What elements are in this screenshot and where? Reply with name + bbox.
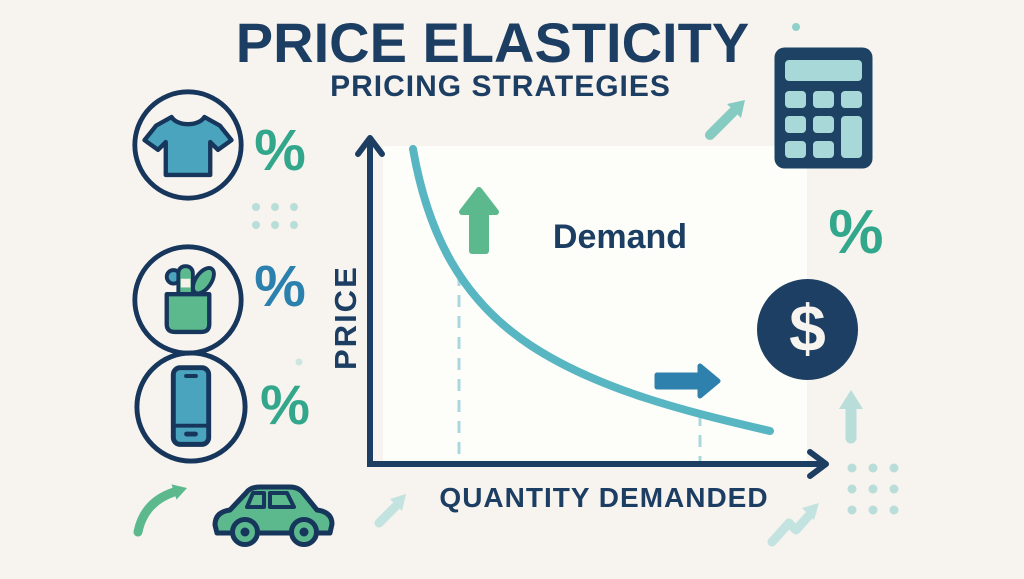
plot-area: [383, 146, 807, 464]
dollar-coin-icon: $: [757, 279, 858, 380]
dollar-sign: $: [789, 290, 826, 365]
right-arrow-icon: [654, 363, 721, 399]
demand-curve-label: Demand: [552, 218, 688, 256]
calculator-icon: [772, 45, 875, 171]
grocery-bag-icon: [132, 244, 244, 356]
tshirt-circle: [130, 87, 246, 203]
page-title: PRICE ELASTICITY: [235, 11, 750, 74]
accent-dot-icon: [792, 23, 800, 31]
smartphone-icon: [134, 350, 248, 464]
y-axis-arrowhead-icon: [355, 135, 385, 157]
up-arrow-light-icon: [839, 390, 863, 444]
percent-symbol: %: [828, 198, 884, 267]
accent-dot-icon: [295, 358, 303, 366]
up-arrow-icon: [459, 187, 499, 254]
demand-curve: [409, 145, 774, 435]
trend-arrow-icon: [767, 503, 819, 547]
percent-symbol: %: [254, 254, 306, 319]
smartphone-circle: [132, 348, 250, 466]
grocery-circle: [130, 242, 246, 358]
growth-arrow-icon: [130, 476, 200, 538]
dot-grid-icon: [847, 463, 899, 515]
diagonal-arrow-small-icon: [374, 494, 406, 528]
x-axis-label: QUANTITY DEMANDED: [439, 482, 769, 513]
page-subtitle: PRICING STRATEGIES: [330, 70, 671, 103]
y-axis-label: PRICE: [328, 265, 363, 371]
diagonal-arrow-icon: [705, 100, 745, 140]
percent-symbol: %: [260, 373, 310, 436]
tshirt-icon: [132, 89, 244, 201]
x-axis-arrowhead-icon: [807, 449, 829, 479]
car-icon: [203, 463, 345, 547]
percent-symbol: %: [254, 118, 306, 183]
dot-grid-small-icon: [252, 203, 298, 229]
